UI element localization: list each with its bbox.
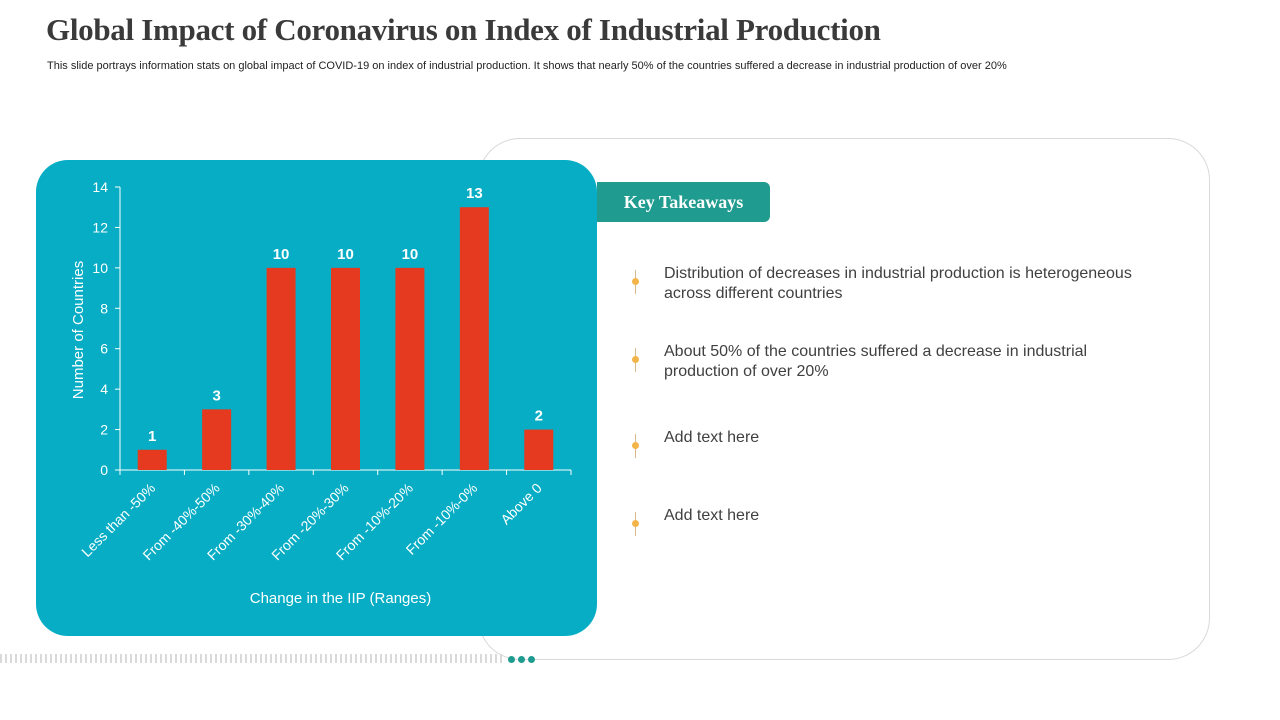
bullet-icon [632, 348, 639, 372]
takeaway-text: Add text here [664, 507, 760, 524]
data-label: 10 [273, 246, 290, 263]
key-takeaways-badge: Key Takeaways [597, 182, 770, 222]
data-label: 13 [466, 185, 483, 202]
bullet-icon [632, 512, 639, 536]
y-tick-label: 4 [100, 381, 108, 397]
bar [459, 207, 489, 470]
slide-title: Global Impact of Coronavirus on Index of… [46, 12, 881, 47]
y-tick-label: 2 [100, 422, 108, 438]
bar [395, 267, 425, 470]
y-tick-label: 0 [100, 462, 108, 478]
x-axis-title: Change in the IIP (Ranges) [250, 590, 432, 607]
progress-dots [508, 656, 535, 663]
takeaways-card [478, 138, 1210, 660]
data-label: 10 [402, 246, 419, 263]
x-tick-label: Above 0 [497, 480, 545, 528]
y-tick-label: 12 [92, 219, 108, 235]
progress-dot [508, 656, 515, 663]
data-label: 2 [535, 408, 543, 425]
bar [524, 429, 554, 470]
data-label: 1 [148, 428, 156, 445]
bar [266, 267, 296, 470]
y-axis-title: Number of Countries [70, 261, 87, 399]
bullet-icon [632, 434, 639, 458]
bar [137, 449, 167, 470]
chart-panel: 0 2 4 6 8 10 12 14 1 Less than -50% 3 From -40%-50%… [36, 160, 597, 636]
bar [331, 267, 360, 470]
y-tick-label: 6 [100, 341, 108, 357]
progress-dashes [0, 654, 503, 663]
takeaway-text: About 50% of the countries suffered a de… [664, 343, 1088, 380]
progress-dot [518, 656, 525, 663]
slide-subtitle: This slide portrays information stats on… [47, 60, 1007, 72]
bar [202, 409, 232, 470]
data-label: 10 [337, 246, 354, 263]
y-tick-label: 10 [92, 260, 108, 276]
data-label: 3 [212, 387, 220, 404]
progress-dot [528, 656, 535, 663]
y-tick-label: 8 [100, 300, 108, 316]
takeaway-text: Distribution of decreases in industrial … [664, 265, 1132, 302]
takeaway-text: Add text here [664, 429, 760, 446]
bullet-icon [632, 270, 639, 294]
y-tick-label: 14 [92, 179, 108, 195]
